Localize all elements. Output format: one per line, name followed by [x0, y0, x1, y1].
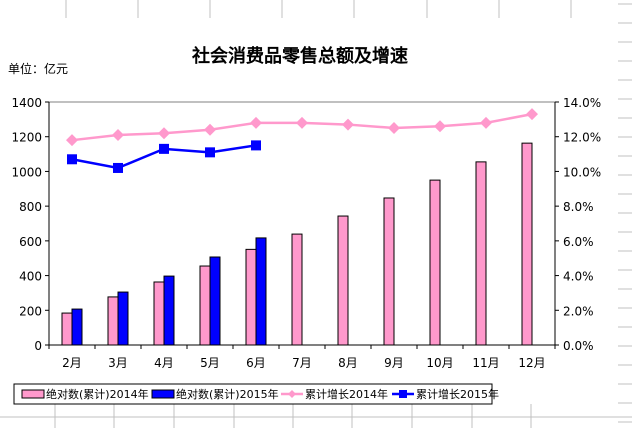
legend-label: 绝对数(累计)2015年 [176, 387, 279, 401]
bar [337, 215, 349, 346]
y-left-tick-label: 1200 [11, 131, 42, 145]
legend-swatch [21, 389, 45, 399]
y-left-tick-label: 1000 [11, 165, 42, 179]
bar [255, 237, 267, 346]
x-tick-label: 3月 [108, 356, 128, 370]
line-point [112, 128, 124, 141]
bar [245, 248, 257, 346]
line-point [158, 127, 170, 140]
y-right-tick-label: 2.0% [563, 304, 594, 318]
x-tick-label: 4月 [154, 356, 174, 370]
x-tick-label: 12月 [518, 356, 545, 370]
y-left-tick-label: 800 [19, 200, 42, 214]
y-right-tick-label: 12.0% [563, 131, 601, 145]
line-point [526, 108, 538, 121]
line-point [205, 147, 215, 158]
line-point [159, 143, 169, 154]
line-point [66, 134, 78, 147]
line-point [251, 140, 261, 151]
y-right-tick-label: 0.0% [563, 339, 594, 353]
line-point [296, 116, 308, 129]
x-tick-label: 9月 [384, 356, 404, 370]
line-point [434, 120, 446, 133]
y-right-tick-label: 10.0% [563, 165, 601, 179]
x-tick-label: 7月 [292, 356, 312, 370]
x-tick-label: 6月 [246, 356, 266, 370]
bar [521, 142, 533, 346]
unit-label: 单位：亿元 [8, 61, 68, 76]
bar [107, 296, 119, 346]
line-point [480, 116, 492, 129]
y-left-tick-label: 600 [19, 235, 42, 249]
y-left-tick-label: 200 [19, 304, 42, 318]
bar [209, 256, 221, 346]
legend: 绝对数(累计)2014年 绝对数(累计)2015年 累计增长2014年 累计增长201… [13, 383, 499, 405]
bar [61, 312, 73, 346]
y-right-tick-label: 8.0% [563, 200, 594, 214]
line-point [250, 116, 262, 129]
bar [291, 233, 303, 346]
line-point [342, 118, 354, 131]
line-point [113, 162, 123, 173]
y-right-tick-label: 6.0% [563, 235, 594, 249]
legend-label: 累计增长2014年 [305, 387, 388, 401]
y-left-tick-label: 0 [34, 339, 42, 353]
legend-label: 累计增长2015年 [416, 387, 499, 401]
y-right-tick-label: 14.0% [563, 96, 601, 110]
bar [117, 291, 129, 346]
legend-marker [399, 390, 407, 398]
legend-label: 绝对数(累计)2014年 [46, 387, 149, 401]
legend-swatch [151, 389, 175, 399]
bar [475, 161, 487, 346]
bar [383, 197, 395, 346]
legend-marker [288, 390, 296, 398]
x-tick-label: 10月 [426, 356, 453, 370]
line-point [67, 154, 77, 165]
bar [429, 179, 441, 346]
x-tick-label: 8月 [338, 356, 358, 370]
bar [153, 281, 165, 346]
line-point [204, 123, 216, 136]
y-left-tick-label: 1400 [11, 96, 42, 110]
bar [71, 308, 83, 346]
x-tick-label: 2月 [62, 356, 82, 370]
x-tick-label: 5月 [200, 356, 220, 370]
chart-title: 社会消费品零售总额及增速 [192, 45, 408, 67]
plot-area: 0 200 400 600 800 1000 1200 1400 0.0% 2.0% 4.0% 6.0… [11, 96, 601, 370]
y-right-tick-label: 4.0% [563, 270, 594, 284]
bar [163, 275, 175, 346]
y-left-tick-label: 400 [19, 270, 42, 284]
bar [199, 265, 211, 346]
line-point [388, 122, 400, 135]
legend-box [13, 383, 493, 405]
x-tick-label: 11月 [472, 356, 499, 370]
